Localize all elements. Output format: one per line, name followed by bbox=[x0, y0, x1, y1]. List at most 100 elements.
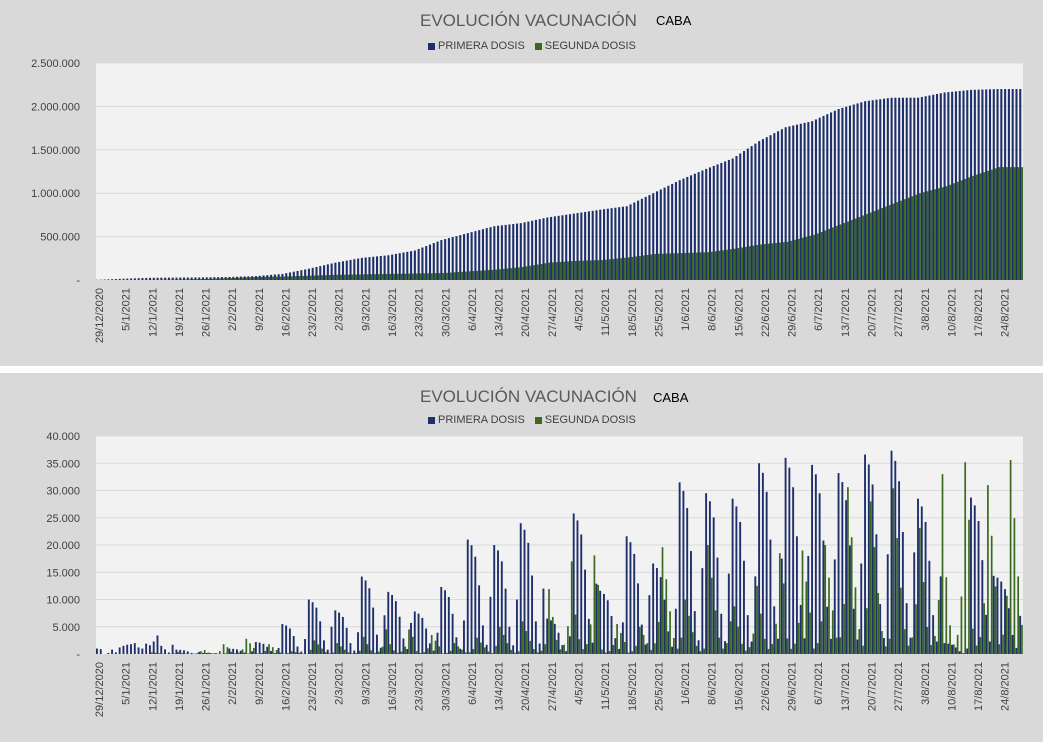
bar-segunda-dosis bbox=[911, 196, 914, 280]
bar-primera-dosis bbox=[542, 588, 545, 654]
bar-segunda-dosis bbox=[790, 240, 793, 280]
bar-primera-dosis bbox=[561, 215, 564, 280]
bar-primera-dosis bbox=[209, 653, 212, 654]
bar-segunda-dosis bbox=[351, 274, 354, 280]
bar-primera-dosis bbox=[659, 577, 662, 654]
bar-primera-dosis bbox=[428, 244, 432, 280]
bar-primera-dosis bbox=[474, 556, 477, 654]
bar-primera-dosis bbox=[455, 637, 458, 654]
bar-primera-dosis bbox=[992, 575, 995, 654]
y-tick-label: 25.000 bbox=[46, 513, 80, 525]
bar-primera-dosis bbox=[323, 265, 326, 280]
bar-primera-dosis bbox=[777, 131, 780, 280]
bar-primera-dosis bbox=[716, 557, 719, 654]
bar-primera-dosis bbox=[99, 649, 102, 654]
bar-primera-dosis bbox=[674, 182, 677, 280]
bar-primera-dosis bbox=[186, 651, 189, 654]
bar-primera-dosis bbox=[913, 552, 916, 654]
bar-primera-dosis bbox=[856, 103, 859, 280]
bar-primera-dosis bbox=[118, 278, 121, 280]
bar-segunda-dosis bbox=[1005, 595, 1008, 654]
bar-segunda-dosis bbox=[260, 276, 263, 280]
bar-primera-dosis bbox=[542, 218, 545, 280]
x-tick-label: 11/5/2021 bbox=[600, 288, 612, 336]
bar-segunda-dosis bbox=[525, 631, 528, 654]
bar-primera-dosis bbox=[553, 623, 556, 654]
bar-primera-dosis bbox=[663, 599, 666, 654]
bar-primera-dosis bbox=[795, 124, 799, 281]
bar-primera-dosis bbox=[285, 273, 288, 280]
bar-primera-dosis bbox=[988, 89, 992, 281]
bar-segunda-dosis bbox=[332, 652, 335, 654]
bar-primera-dosis bbox=[141, 278, 144, 280]
bar-segunda-dosis bbox=[714, 610, 717, 654]
bar-primera-dosis bbox=[156, 277, 159, 280]
bar-segunda-dosis bbox=[226, 647, 229, 654]
bar-primera-dosis bbox=[519, 523, 522, 654]
bar-segunda-dosis bbox=[487, 270, 490, 280]
bar-primera-dosis bbox=[958, 651, 961, 654]
bar-primera-dosis bbox=[799, 604, 802, 654]
bar-primera-dosis bbox=[368, 588, 371, 654]
bar-segunda-dosis bbox=[968, 177, 971, 280]
bar-primera-dosis bbox=[773, 606, 776, 654]
bar-segunda-dosis bbox=[960, 596, 963, 654]
bar-segunda-dosis bbox=[797, 238, 800, 280]
x-tick-label: 24/8/2021 bbox=[1000, 662, 1012, 711]
bar-segunda-dosis bbox=[661, 253, 664, 280]
bar-primera-dosis bbox=[943, 643, 946, 654]
bar-segunda-dosis bbox=[608, 259, 611, 280]
bar-primera-dosis bbox=[610, 208, 613, 280]
bar-segunda-dosis bbox=[688, 615, 690, 654]
bar-segunda-dosis bbox=[703, 648, 705, 654]
bar-segunda-dosis bbox=[767, 648, 770, 654]
bar-primera-dosis bbox=[954, 91, 957, 280]
bar-segunda-dosis bbox=[457, 646, 460, 654]
bar-segunda-dosis bbox=[646, 643, 649, 654]
bar-primera-dosis bbox=[867, 464, 870, 654]
bar-segunda-dosis bbox=[707, 252, 709, 280]
bar-segunda-dosis bbox=[559, 261, 562, 280]
bar-segunda-dosis bbox=[279, 652, 282, 654]
bar-primera-dosis bbox=[383, 255, 386, 280]
bar-primera-dosis bbox=[205, 277, 208, 280]
bar-primera-dosis bbox=[130, 278, 133, 280]
bar-primera-dosis bbox=[898, 97, 901, 280]
bar-segunda-dosis bbox=[858, 628, 861, 654]
bar-segunda-dosis bbox=[998, 644, 1001, 654]
bar-primera-dosis bbox=[156, 635, 159, 654]
bar-segunda-dosis bbox=[226, 278, 229, 280]
bar-primera-dosis bbox=[780, 129, 783, 280]
bar-segunda-dosis bbox=[896, 202, 899, 280]
bar-primera-dosis bbox=[947, 92, 950, 280]
bar-segunda-dosis bbox=[585, 260, 588, 280]
bar-segunda-dosis bbox=[321, 648, 323, 654]
bar-segunda-dosis bbox=[302, 275, 305, 280]
bar-segunda-dosis bbox=[506, 643, 509, 654]
bar-segunda-dosis bbox=[521, 266, 524, 280]
legend-swatch-primera bbox=[428, 416, 435, 424]
y-tick-label: - bbox=[76, 275, 80, 287]
bar-primera-dosis bbox=[568, 636, 571, 654]
bar-segunda-dosis bbox=[343, 274, 346, 280]
bar-primera-dosis bbox=[973, 505, 976, 654]
bar-segunda-dosis bbox=[892, 488, 895, 654]
bar-segunda-dosis bbox=[782, 583, 785, 654]
bar-segunda-dosis bbox=[707, 545, 709, 654]
bar-primera-dosis bbox=[421, 617, 424, 654]
bar-segunda-dosis bbox=[597, 584, 600, 654]
bar-primera-dosis bbox=[618, 648, 621, 654]
bar-primera-dosis bbox=[398, 253, 401, 280]
bar-primera-dosis bbox=[451, 237, 454, 280]
bar-segunda-dosis bbox=[237, 277, 240, 280]
bar-segunda-dosis bbox=[926, 627, 929, 654]
bar-primera-dosis bbox=[311, 602, 314, 654]
bar-segunda-dosis bbox=[567, 626, 569, 654]
bar-segunda-dosis bbox=[268, 644, 270, 654]
bar-primera-dosis bbox=[485, 644, 488, 654]
bar-segunda-dosis bbox=[737, 626, 740, 654]
bar-primera-dosis bbox=[417, 249, 420, 280]
bar-segunda-dosis bbox=[862, 215, 865, 280]
bar-segunda-dosis bbox=[805, 236, 808, 280]
bar-primera-dosis bbox=[463, 234, 466, 280]
